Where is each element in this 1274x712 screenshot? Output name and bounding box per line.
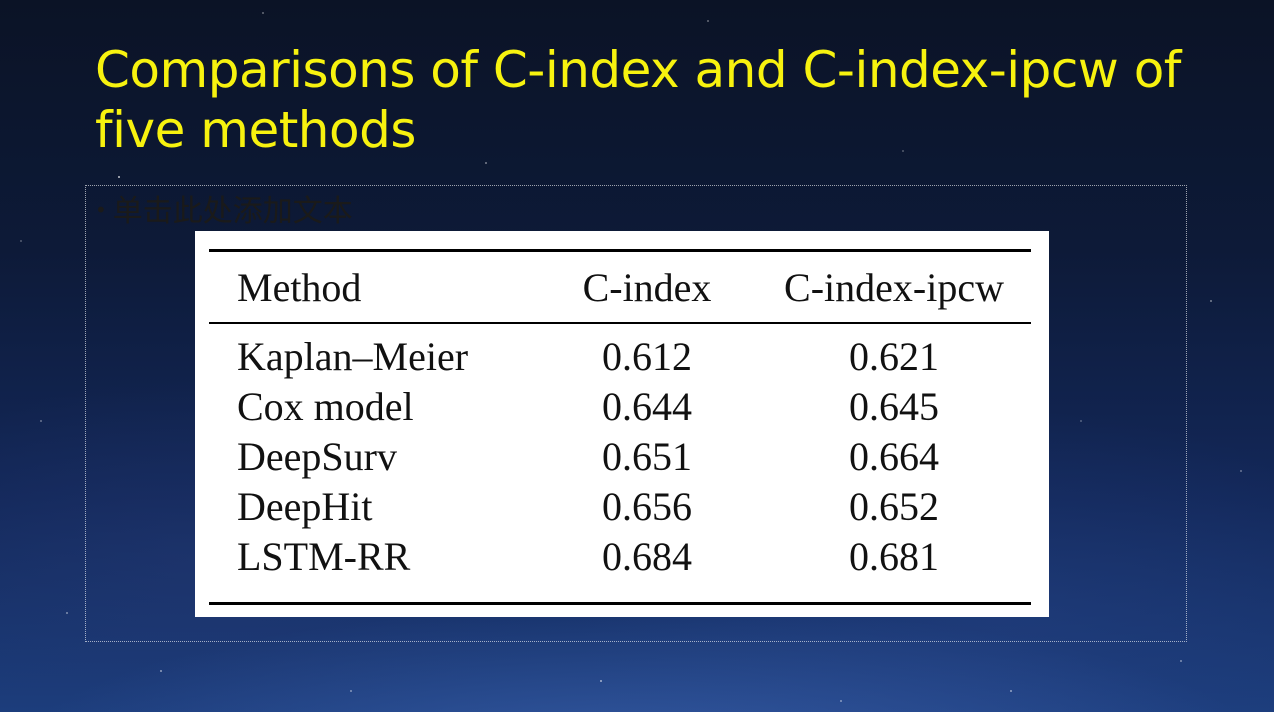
cell-c-index: 0.612 [602,334,692,379]
table-row: DeepSurv 0.651 0.664 [209,432,1031,482]
header-method: Method [209,249,537,324]
content-placeholder-box[interactable]: • 单击此处添加文本 [85,185,1187,642]
cell-method: Kaplan–Meier [237,334,469,379]
header-c-index-ipcw: C-index-ipcw [757,249,1031,324]
cell-method: Cox model [237,384,414,429]
table-row: DeepHit 0.656 0.652 [209,482,1031,532]
cell-c-index: 0.684 [537,532,757,605]
cell-method: DeepSurv [237,434,397,479]
cell-c-index-ipcw: 0.664 [849,434,939,479]
cell-c-index-ipcw: 0.645 [849,384,939,429]
cell-c-index-ipcw: 0.681 [757,532,1031,605]
table-row: Cox model 0.644 0.645 [209,382,1031,432]
table-row: LSTM-RR 0.684 0.681 [209,532,1031,605]
cell-method: LSTM-RR [209,532,537,605]
cell-c-index: 0.656 [602,484,692,529]
table-header-row: Method C-index C-index-ipcw [209,249,1031,324]
cell-c-index: 0.651 [602,434,692,479]
results-table-image[interactable]: Method C-index C-index-ipcw Kaplan–Meier… [195,231,1049,617]
placeholder-text-row[interactable]: • 单击此处添加文本 [95,190,353,232]
cell-c-index-ipcw: 0.621 [849,334,939,379]
slide-title[interactable]: Comparisons of C-index and C-index-ipcw … [95,41,1181,159]
bullet-icon: • [95,198,107,222]
cell-method: DeepHit [237,484,373,529]
table-row: Kaplan–Meier 0.612 0.621 [209,323,1031,382]
cell-c-index: 0.644 [602,384,692,429]
placeholder-text: 单击此处添加文本 [112,194,353,229]
header-c-index: C-index [537,249,757,324]
cell-c-index-ipcw: 0.652 [849,484,939,529]
results-table: Method C-index C-index-ipcw Kaplan–Meier… [209,249,1031,605]
